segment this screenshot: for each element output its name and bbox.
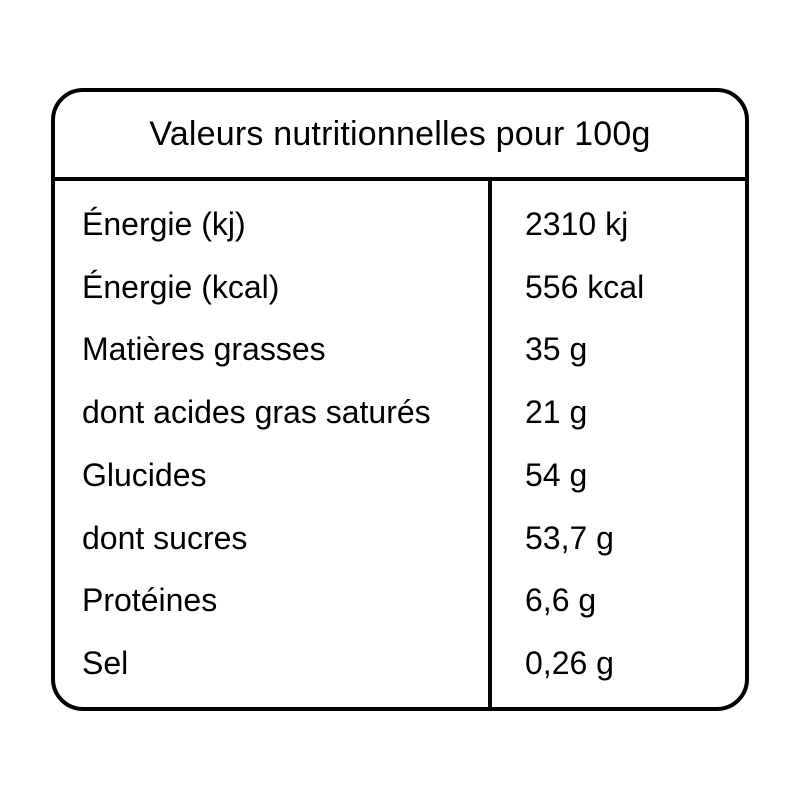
table-row: dont sucres 53,7 g [55,507,745,570]
nutrient-label: Glucides [82,456,207,493]
nutrition-table: Énergie (kj) 2310 kj Énergie (kcal) 556 … [55,181,745,707]
nutrient-value: 556 kcal [525,268,645,305]
label-title: Valeurs nutritionnelles pour 100g [149,115,651,153]
nutrition-label: Valeurs nutritionnelles pour 100g Énergi… [51,88,749,711]
nutrient-label: Sel [82,645,129,682]
nutrient-value: 6,6 g [525,582,597,619]
nutrient-value: 35 g [525,331,588,368]
nutrient-value: 0,26 g [525,645,614,682]
table-row: Sel 0,26 g [55,632,745,695]
nutrient-value: 21 g [525,394,588,431]
table-row: Énergie (kj) 2310 kj [55,193,745,256]
column-divider [488,181,492,707]
nutrient-label: Énergie (kj) [82,205,246,242]
nutrient-label: dont sucres [82,519,248,556]
table-row: Énergie (kcal) 556 kcal [55,256,745,319]
nutrient-label: Matières grasses [82,331,326,368]
table-row: dont acides gras saturés 21 g [55,381,745,444]
table-row: Matières grasses 35 g [55,319,745,382]
table-row: Glucides 54 g [55,444,745,507]
label-header: Valeurs nutritionnelles pour 100g [55,92,745,181]
nutrient-label: Énergie (kcal) [82,268,280,305]
nutrient-value: 53,7 g [525,519,614,556]
nutrient-value: 2310 kj [525,205,629,242]
nutrient-value: 54 g [525,456,588,493]
nutrient-label: Protéines [82,582,218,619]
table-row: Protéines 6,6 g [55,570,745,633]
nutrient-label: dont acides gras saturés [82,394,431,431]
